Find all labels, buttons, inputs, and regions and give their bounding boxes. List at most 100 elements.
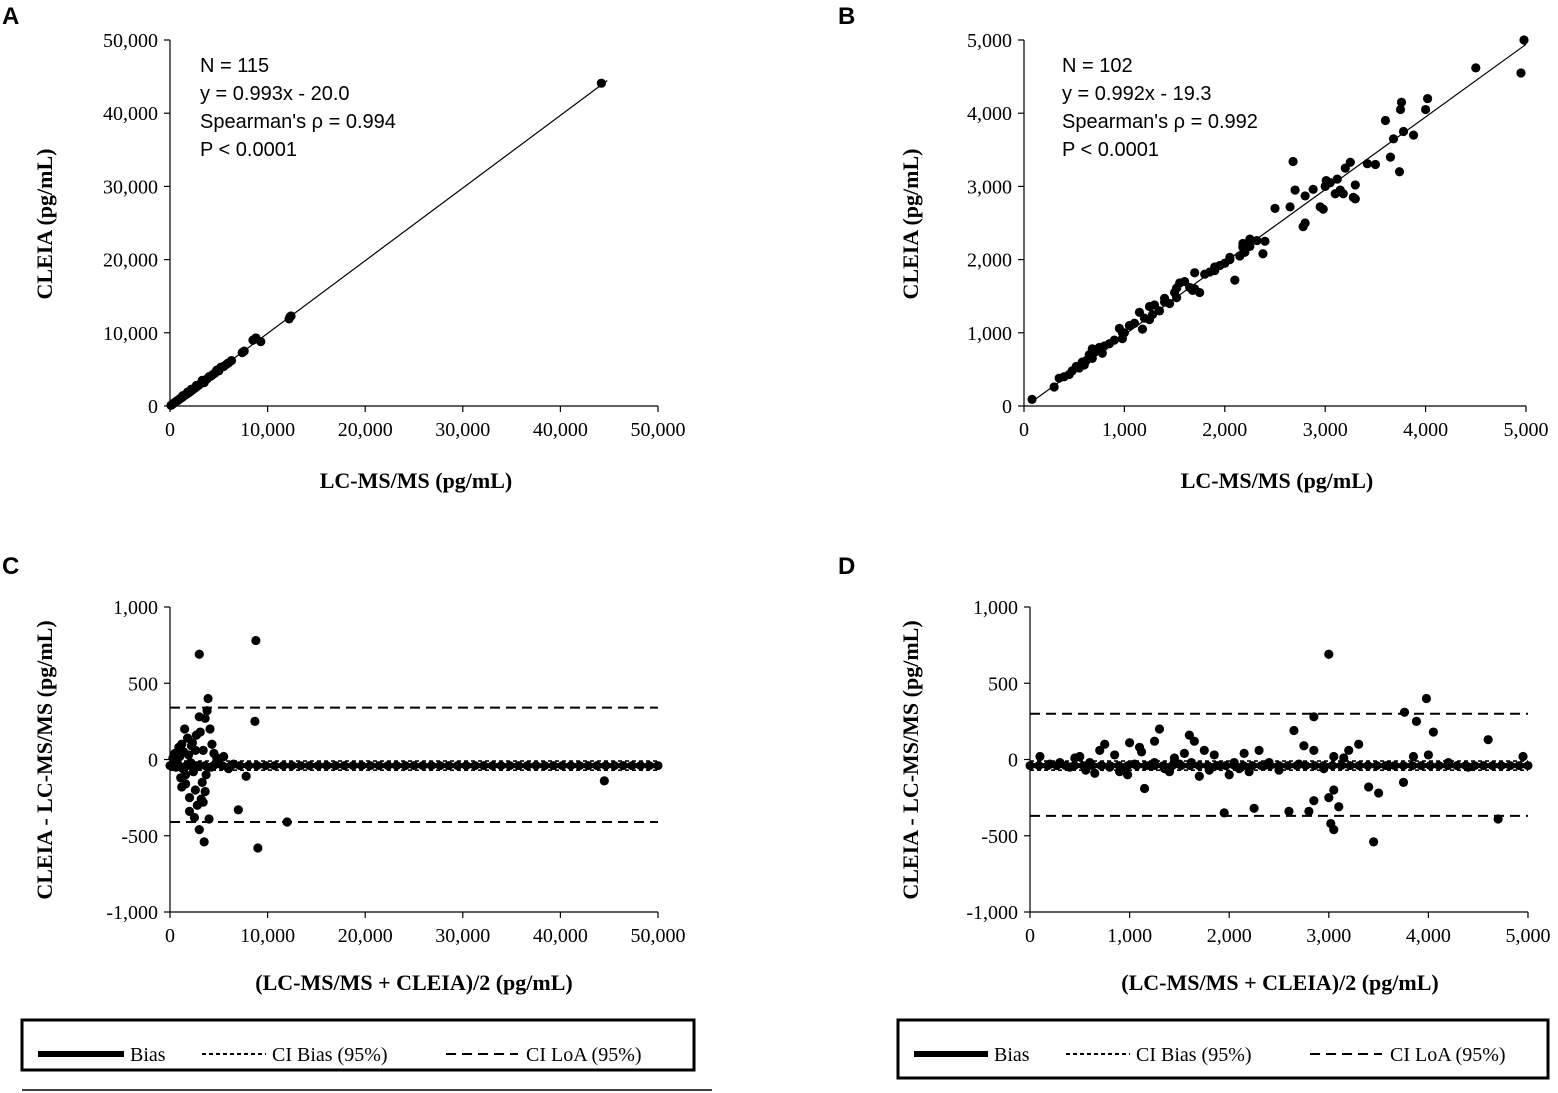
data-point — [1097, 761, 1107, 771]
data-point — [1399, 707, 1410, 717]
x-tick-label: 50,000 — [631, 419, 686, 441]
data-point — [1179, 748, 1189, 759]
data-point — [1144, 315, 1155, 325]
legend-label-ci-loa: CI LoA (95%) — [1390, 1044, 1506, 1066]
data-point — [1518, 751, 1528, 762]
bias-marker — [644, 761, 654, 771]
data-point — [184, 793, 195, 803]
y-tick-label: 0 — [148, 750, 158, 772]
bias-marker — [505, 761, 515, 771]
bias-marker — [1327, 761, 1337, 771]
bias-marker — [636, 761, 646, 771]
y-tick-label: 4,000 — [967, 103, 1012, 125]
bias-marker — [583, 761, 593, 771]
data-point — [1289, 725, 1299, 736]
data-point — [1169, 753, 1180, 763]
y-tick-label: 2,000 — [967, 250, 1012, 272]
bias-marker — [609, 761, 619, 771]
data-point — [1324, 649, 1334, 659]
x-tick-label: 1,000 — [1107, 925, 1152, 947]
y-tick-label: 500 — [988, 673, 1018, 695]
x-tick-label: 4,000 — [1406, 925, 1451, 947]
data-point — [203, 693, 213, 704]
annotation-n: N = 102 — [1062, 55, 1133, 77]
x-tick-label: 10,000 — [240, 419, 295, 441]
bias-marker — [287, 761, 297, 771]
data-point — [194, 649, 204, 659]
data-point — [1300, 191, 1310, 201]
data-point — [1330, 189, 1340, 199]
data-point — [1219, 808, 1229, 818]
data-point — [1332, 174, 1342, 184]
data-point — [1348, 192, 1358, 202]
x-tick-label: 30,000 — [435, 419, 490, 441]
data-point — [171, 762, 181, 772]
data-point — [1194, 771, 1204, 781]
bias-marker — [409, 761, 419, 771]
data-point — [1190, 268, 1200, 278]
annotation-spearman: Spearman's ρ = 0.992 — [1062, 111, 1258, 133]
data-point — [168, 753, 178, 763]
x-tick-label: 0 — [165, 925, 175, 947]
bias-marker — [296, 761, 306, 771]
y-tick-label: -1,000 — [106, 902, 158, 924]
data-point — [1516, 68, 1526, 78]
bias-marker — [566, 761, 576, 771]
panel-d: D -1,000 -500 0 500 1,000 0 1,000 2,000 3,000 4,0… — [838, 553, 1551, 995]
bias-marker — [365, 761, 375, 771]
data-point — [1054, 373, 1064, 383]
bias-marker — [1221, 761, 1231, 771]
bias-marker — [1425, 761, 1435, 771]
bias-marker — [461, 761, 471, 771]
data-point — [233, 805, 243, 815]
data-point — [228, 759, 239, 769]
panel-c: C -1,000 -500 0 500 1,000 0 10,000 20,000 30,000… — [2, 553, 686, 995]
data-point — [166, 400, 176, 410]
data-point — [1124, 320, 1135, 331]
data-point — [181, 761, 192, 771]
data-point — [190, 785, 200, 795]
data-point — [1350, 180, 1360, 190]
data-point — [1423, 750, 1433, 760]
data-point — [1370, 159, 1380, 170]
data-point — [1235, 251, 1245, 261]
data-point — [1199, 745, 1209, 755]
plot-area-a: 0 10,000 20,000 30,000 40,000 50,000 0 10,000 20… — [103, 30, 686, 441]
data-point — [1315, 202, 1325, 212]
bias-marker — [618, 761, 628, 771]
bias-marker — [426, 761, 436, 771]
data-point — [1123, 770, 1133, 780]
data-point — [1364, 782, 1374, 792]
data-point — [1209, 750, 1219, 760]
data-point — [1380, 115, 1391, 126]
y-tick-label: 40,000 — [103, 103, 158, 125]
bias-marker — [1372, 761, 1382, 771]
bias-marker — [601, 761, 611, 771]
data-point — [1154, 724, 1165, 734]
data-point — [237, 347, 247, 358]
data-point — [1049, 382, 1059, 392]
data-point — [1299, 741, 1309, 751]
x-tick-label: 1,000 — [1102, 419, 1147, 441]
data-point — [1369, 837, 1379, 847]
y-axis-title-c: CLEIA - LC-MS/MS (pg/mL) — [32, 620, 57, 899]
bias-marker — [1363, 761, 1373, 771]
bias-marker — [1345, 761, 1355, 771]
bias-marker — [444, 761, 454, 771]
legend-label-bias: Bias — [994, 1044, 1030, 1066]
data-point — [1321, 175, 1331, 186]
bias-marker — [1514, 761, 1524, 771]
data-point — [1100, 739, 1110, 749]
data-point — [1398, 777, 1409, 787]
data-point — [179, 747, 189, 757]
y-tick-label: -500 — [981, 826, 1018, 848]
x-tick-label: 4,000 — [1403, 419, 1448, 441]
legend-label-ci-bias: CI Bias (95%) — [272, 1044, 388, 1066]
data-point — [1300, 218, 1310, 228]
legend-label-bias: Bias — [130, 1044, 166, 1066]
data-point — [1362, 159, 1372, 169]
data-point — [1471, 63, 1481, 73]
data-point — [1239, 748, 1249, 759]
y-tick-label: 3,000 — [967, 176, 1012, 198]
